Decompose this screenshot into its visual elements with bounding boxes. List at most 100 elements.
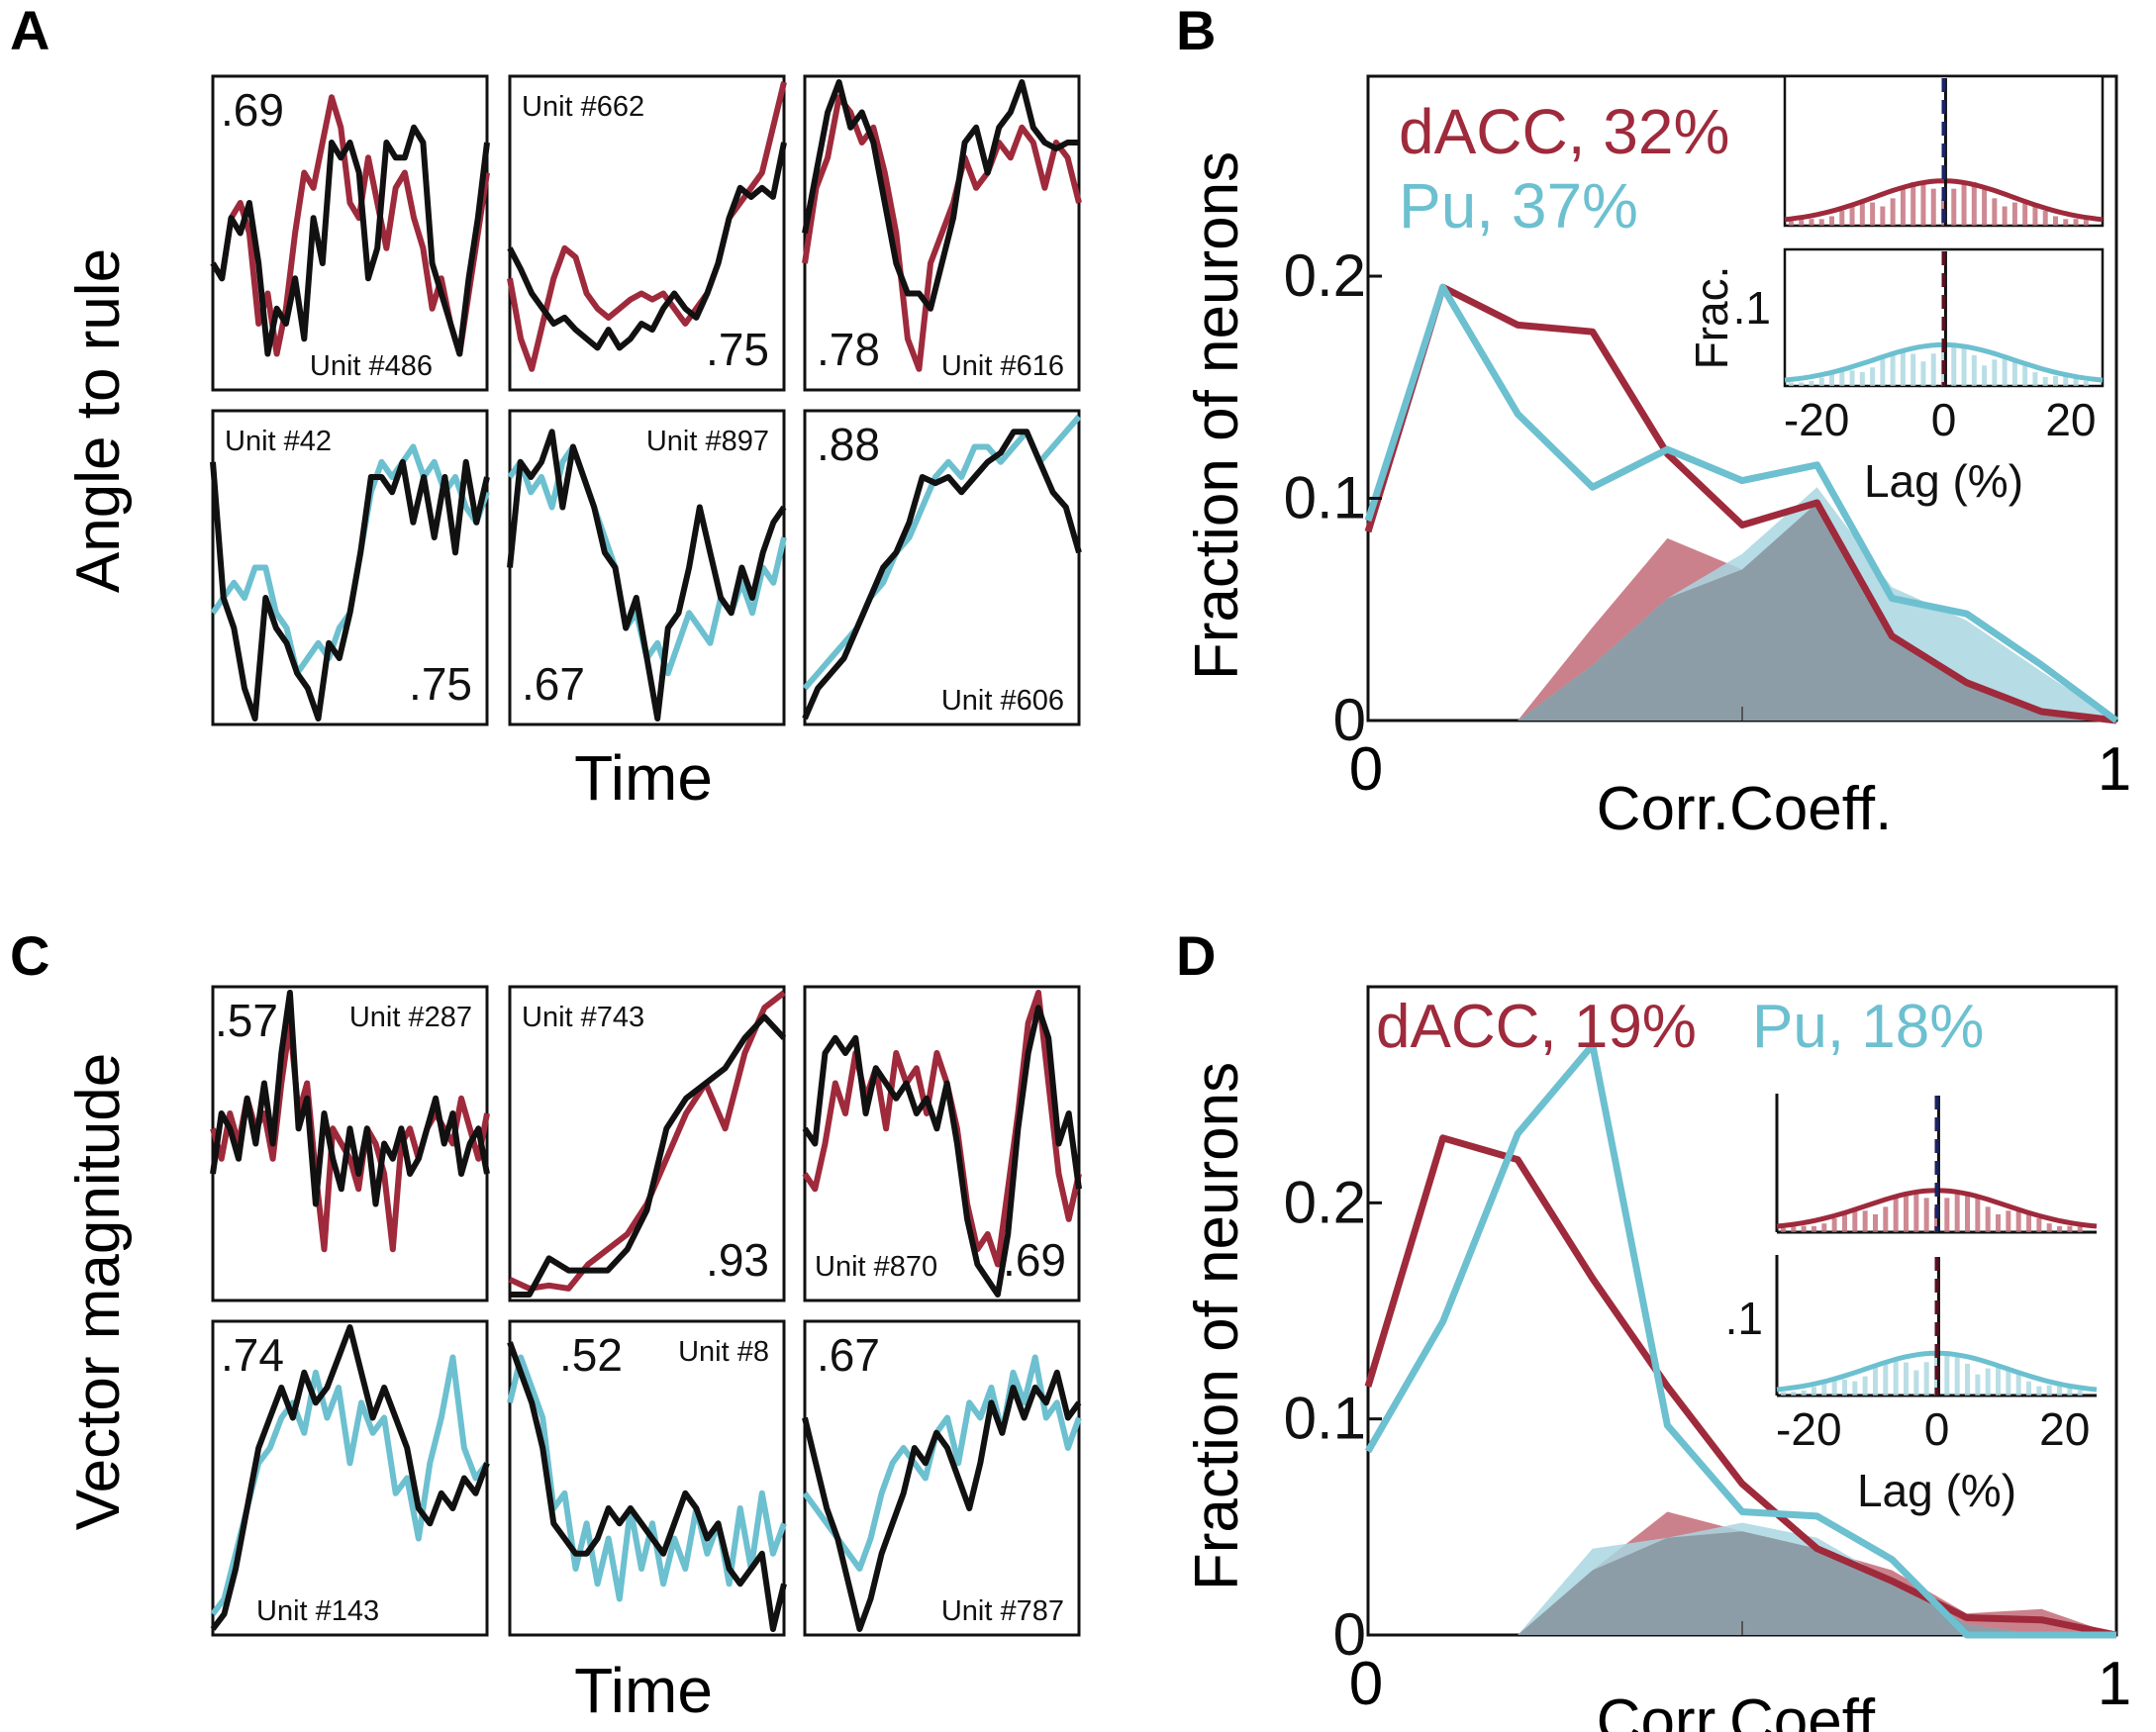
inset-bar: [1975, 1374, 1981, 1395]
panel-c-ylabel: Vector magnitude: [64, 1053, 133, 1531]
corr-label: .69: [221, 84, 284, 136]
inset-bar: [1831, 1217, 1837, 1232]
inset-bar: [2015, 1210, 2021, 1232]
inset-bar: [2036, 1217, 2042, 1232]
panel-a-ylabel: Angle to rule: [64, 248, 133, 593]
inset-bar: [2073, 378, 2079, 386]
inset-bar: [2057, 1386, 2063, 1395]
inset-bar: [1985, 1206, 1991, 1232]
shuffle-overlap: [1518, 1531, 2116, 1635]
model-trace: [802, 1005, 1082, 1298]
inset-bar: [1799, 382, 1805, 386]
inset-bar: [1811, 1225, 1816, 1232]
inset-bar: [1920, 182, 1926, 226]
unit-box: [211, 74, 489, 392]
inset-bar: [1961, 182, 1967, 226]
shuffle-overlap: [1518, 503, 2116, 721]
inset-bar: [2032, 372, 2038, 386]
inset-bar: [1975, 1197, 1981, 1232]
inset-fit-curve: [1784, 178, 2104, 223]
panel-letter-b: B: [1176, 0, 1216, 61]
inset-x-tick-label: -20: [1776, 1403, 1841, 1455]
inset-bar: [1811, 1387, 1816, 1395]
inset-bar: [2083, 381, 2089, 386]
panel-b-legend-dacc: dACC, 32%: [1399, 96, 1729, 167]
model-trace: [210, 124, 490, 357]
panel-a-xlabel: Time: [574, 742, 713, 814]
series-line-pu: [1364, 1041, 2116, 1639]
model-trace: [802, 429, 1082, 721]
panel-letter-c: C: [10, 924, 49, 987]
inset-bar: [1934, 1207, 1939, 1232]
inset-bar: [2026, 1381, 2032, 1395]
panel-d-legend-pu: Pu, 18%: [1752, 993, 1984, 1061]
inset-bar: [2026, 1213, 2032, 1232]
inset-bar: [1985, 1368, 1991, 1395]
inset-bar: [2036, 1386, 2042, 1395]
inset-y-tick-label: .1: [1725, 1293, 1763, 1344]
series-line-dacc: [1364, 1134, 2117, 1639]
unit-label: Unit #662: [522, 91, 644, 123]
inset-bar: [1831, 1380, 1837, 1395]
panel-d-ylabel: Fraction of neurons: [1183, 1062, 1251, 1590]
inset-bar: [2002, 206, 2008, 226]
inset-bar: [1872, 1213, 1878, 1232]
inset-bar: [1951, 342, 1957, 386]
panel-d-xtick-1: 1: [2098, 1650, 2131, 1718]
inset-bar: [1965, 1363, 1971, 1395]
inset-bar: [1971, 354, 1977, 386]
model-trace: [510, 1013, 787, 1298]
unit-label: Unit #287: [349, 1002, 472, 1033]
inset-bar: [2052, 216, 2058, 226]
model-trace: [802, 1369, 1082, 1632]
inset-bar: [1944, 1198, 1950, 1232]
inset-bar: [1849, 370, 1855, 386]
corr-label: .93: [706, 1234, 769, 1286]
inset-bar: [1890, 352, 1896, 386]
inset-bar: [1872, 1367, 1878, 1395]
unit-label: Unit #8: [678, 1336, 769, 1368]
panel-b-histogram: Fraction of neurons Corr.Coeff. 0 1 dACC…: [1183, 74, 2131, 843]
neuron-trace: [802, 1354, 1082, 1572]
inset-bar: [2046, 1223, 2052, 1232]
inset-bar: [1839, 371, 1845, 386]
inset-bar: [2057, 1225, 2063, 1232]
inset-bar: [1818, 377, 1824, 386]
inset-bar: [2063, 219, 2069, 226]
unit-label: Unit #143: [256, 1595, 379, 1627]
model-trace: [210, 990, 490, 1207]
inset-bar: [1944, 1351, 1950, 1395]
inset-xlabel: Lag (%): [1857, 1465, 2016, 1516]
inset-bar: [2067, 1388, 2073, 1395]
neuron-trace: [802, 990, 1082, 1268]
model-trace: [507, 142, 787, 351]
inset-bar: [1870, 202, 1876, 226]
inset-bar: [1903, 1362, 1909, 1395]
unit-label: Unit #743: [522, 1002, 644, 1033]
corr-label: .69: [1003, 1234, 1066, 1286]
corr-label: .88: [817, 419, 880, 470]
y-tick-label: 0: [1333, 1601, 1366, 1668]
corr-label: .74: [221, 1329, 284, 1381]
panel-b-legend-pu: Pu, 37%: [1399, 170, 1638, 241]
inset-bar: [1911, 353, 1916, 386]
inset-bar: [2006, 1368, 2011, 1395]
unit-box: [508, 985, 786, 1302]
panel-a-unit-grid: Unit #486 .69 Unit #662 .75 Unit #616 .78 Unit…: [210, 74, 1082, 726]
inset-bar: [1788, 382, 1794, 386]
unit-label: Unit #870: [815, 1251, 937, 1283]
inset-bar: [2006, 1210, 2011, 1232]
inset-bar: [1900, 350, 1906, 386]
inset-ylabel: Frac.: [1686, 266, 1737, 370]
series-line-pu: [1364, 283, 2119, 723]
inset-bar: [1954, 1354, 1960, 1395]
inset-bar: [1923, 1362, 1929, 1395]
neuron-trace: [802, 94, 1082, 372]
neuron-trace: [507, 1354, 787, 1602]
inset-bar: [2042, 376, 2048, 386]
model-trace: [210, 1324, 490, 1631]
panel-b-xtick-0: 0: [1349, 735, 1383, 804]
inset-bar: [1982, 365, 1988, 386]
inset-x-tick-label: 0: [1924, 1403, 1950, 1455]
